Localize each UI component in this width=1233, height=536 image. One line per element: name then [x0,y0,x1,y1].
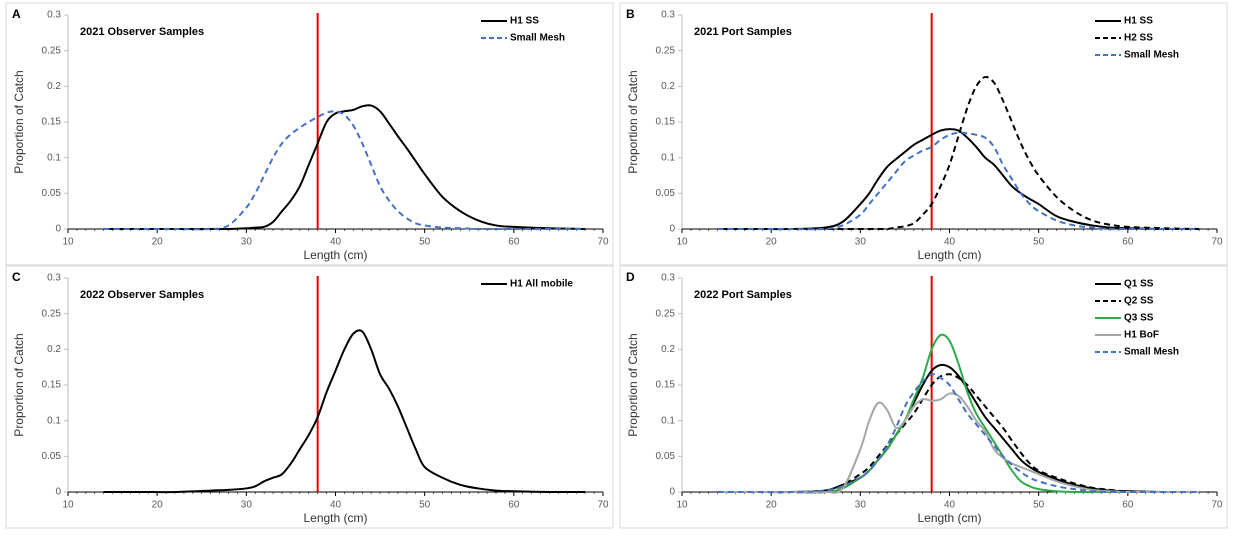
y-tick-label: 0.15 [42,117,62,128]
x-tick-label: 20 [152,500,164,511]
y-tick-label: 0.25 [656,308,676,319]
x-tick-label: 50 [419,500,431,511]
legend-label: Small Mesh [1124,347,1179,358]
legend-label: Q3 SS [1124,313,1154,324]
x-tick-label: 70 [597,500,609,511]
x-tick-label: 10 [676,500,688,511]
x-tick-label: 60 [1122,500,1134,511]
y-tick-label: 0.3 [661,273,675,284]
legend-label: H1 All mobile [510,279,573,290]
y-tick-label: 0.3 [47,273,61,284]
x-tick-label: 20 [766,237,778,248]
chart-title: 2022 Port Samples [694,289,792,301]
y-tick-label: 0.25 [42,308,62,319]
legend-label: Small Mesh [510,33,565,44]
chart-title: 2021 Observer Samples [80,26,204,38]
y-tick-label: 0.1 [661,152,675,163]
panel-label: A [12,7,21,21]
x-tick-label: 40 [944,237,956,248]
y-tick-label: 0.05 [42,188,62,199]
legend-label: Q2 SS [1124,296,1154,307]
x-axis-label: Length (cm) [303,248,367,262]
x-tick-label: 40 [944,500,956,511]
y-tick-label: 0.15 [656,117,676,128]
y-tick-label: 0.15 [42,380,62,391]
legend-label: Q1 SS [1124,279,1154,290]
y-tick-label: 0.25 [656,45,676,56]
x-tick-label: 20 [152,237,164,248]
x-axis-label: Length (cm) [917,248,981,262]
x-tick-label: 50 [1033,237,1045,248]
x-tick-label: 40 [330,500,342,511]
y-tick-label: 0.2 [661,81,675,92]
panel-frame [5,265,614,529]
y-tick-label: 0.3 [47,10,61,21]
x-tick-label: 20 [766,500,778,511]
y-tick-label: 0.05 [656,451,676,462]
x-tick-label: 10 [62,237,74,248]
x-tick-label: 60 [508,237,520,248]
x-tick-label: 10 [676,237,688,248]
x-tick-label: 50 [1033,500,1045,511]
x-tick-label: 60 [508,500,520,511]
x-tick-label: 30 [855,237,867,248]
chart-title: 2022 Observer Samples [80,289,204,301]
x-tick-label: 70 [597,237,609,248]
y-axis-label: Proportion of Catch [626,70,640,173]
series-line [103,104,586,231]
panel-label: B [626,7,635,21]
panel-frame [619,265,1228,529]
panel-frame [619,2,1228,266]
y-tick-label: 0.15 [656,380,676,391]
legend-label: Small Mesh [1124,50,1179,61]
y-tick-label: 0 [55,487,61,498]
y-tick-label: 0.25 [42,45,62,56]
y-tick-label: 0.05 [42,451,62,462]
y-tick-label: 0 [669,487,675,498]
series-line [717,128,1200,231]
series-line [103,329,586,494]
y-axis-label: Proportion of Catch [12,70,26,173]
legend-label: H1 BoF [1124,330,1159,341]
y-tick-label: 0 [55,224,61,235]
y-tick-label: 0.2 [47,81,61,92]
x-tick-label: 60 [1122,237,1134,248]
x-tick-label: 50 [419,237,431,248]
y-tick-label: 0.2 [661,344,675,355]
x-tick-label: 30 [855,500,867,511]
series-line [717,373,1200,494]
x-tick-label: 70 [1211,500,1223,511]
x-tick-label: 70 [1211,237,1223,248]
y-tick-label: 0.3 [661,10,675,21]
series-line [717,333,1200,494]
panel-frame [5,2,614,266]
series-line [717,131,1200,231]
series-line [717,392,1200,494]
chart-title: 2021 Port Samples [694,26,792,38]
panel-label: D [626,270,635,284]
legend-label: H1 SS [1124,16,1153,27]
y-tick-label: 0.05 [656,188,676,199]
y-tick-label: 0 [669,224,675,235]
x-tick-label: 40 [330,237,342,248]
series-line [717,363,1200,494]
series-line [717,75,1200,231]
x-axis-label: Length (cm) [917,511,981,525]
legend-label: H2 SS [1124,33,1153,44]
x-tick-label: 30 [241,237,253,248]
y-tick-label: 0.1 [661,415,675,426]
x-axis-label: Length (cm) [303,511,367,525]
y-tick-label: 0.1 [47,152,61,163]
series-line [717,373,1200,494]
panel-label: C [12,270,21,284]
x-tick-label: 10 [62,500,74,511]
x-tick-label: 30 [241,500,253,511]
y-axis-label: Proportion of Catch [12,333,26,436]
y-tick-label: 0.2 [47,344,61,355]
y-axis-label: Proportion of Catch [626,333,640,436]
series-line [103,110,586,231]
legend-label: H1 SS [510,16,539,27]
y-tick-label: 0.1 [47,415,61,426]
